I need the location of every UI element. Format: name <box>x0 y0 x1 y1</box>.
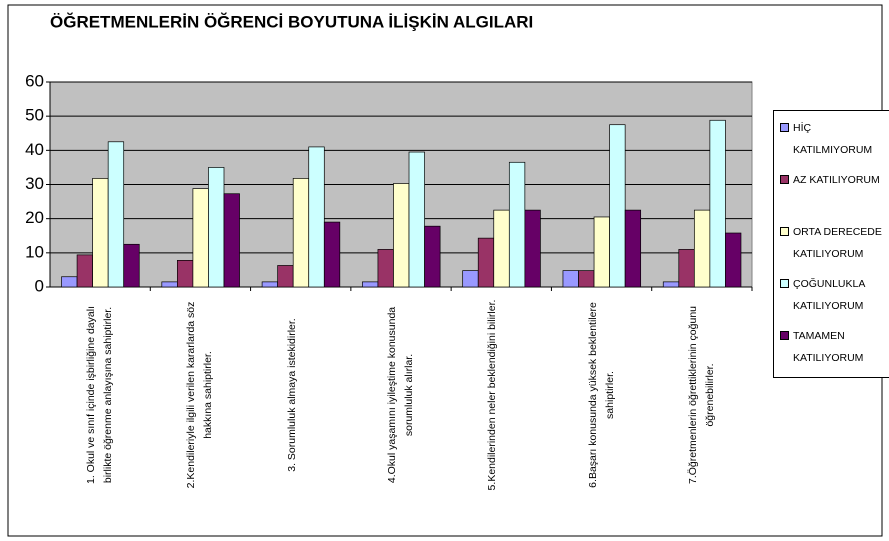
legend-swatch <box>780 279 789 288</box>
bar <box>662 281 680 288</box>
legend-swatch <box>780 175 789 184</box>
x-tick-label: 4.Okul yaşamını iyileştime konusunda sor… <box>386 306 415 484</box>
bar <box>277 265 294 288</box>
bar <box>61 276 78 288</box>
bar <box>308 146 325 288</box>
x-tick-label: 1. Okul ve sınıf içinde işbirliğine daya… <box>85 306 115 485</box>
bar <box>92 178 109 288</box>
bar <box>408 151 425 288</box>
bar <box>362 281 379 288</box>
y-tick-label: 40 <box>25 140 44 159</box>
bar <box>261 281 278 288</box>
bar <box>123 243 140 288</box>
bar <box>508 161 526 288</box>
legend-label: HİÇ KATILMIYORUM <box>793 122 873 156</box>
x-tick-label: 3. Sorumluluk almaya istekidirler. <box>285 318 298 472</box>
bar <box>393 183 410 288</box>
y-tick-label: 50 <box>25 106 44 125</box>
bar <box>192 188 209 288</box>
bar <box>208 167 225 288</box>
bar <box>107 141 125 288</box>
bar <box>524 209 541 288</box>
legend-label: ÇOĞUNLUKLA KATILIYORUM <box>793 278 865 312</box>
bar <box>223 193 240 288</box>
chart-title: ÖĞRETMENLERİN ÖĞRENCİ BOYUTUNA İLİŞKİN A… <box>50 12 533 31</box>
y-tick-label: 10 <box>25 242 44 261</box>
bar <box>562 270 579 288</box>
bar <box>709 119 726 288</box>
bar <box>377 249 394 288</box>
x-tick-label: 5.Kendilerinden neler beklendiğini bilir… <box>486 299 499 491</box>
bar <box>161 281 178 288</box>
bar <box>578 270 595 288</box>
y-tick-label: 20 <box>25 208 44 227</box>
bar <box>76 254 93 288</box>
legend-swatch <box>780 123 789 132</box>
bar <box>323 221 341 288</box>
bar <box>609 124 626 288</box>
x-tick-label: 2.Kendileriyle ilgili verilen kararlarda… <box>185 301 215 489</box>
y-tick-label: 0 <box>35 276 44 295</box>
bar <box>678 249 695 288</box>
x-tick-label: 7.Öğretmenlerin öğrettiklerinin çoğunu ö… <box>686 306 716 485</box>
legend-label: ORTA DERECEDE KATILIYORUM <box>793 226 882 260</box>
bar <box>424 225 441 288</box>
bar <box>462 270 479 288</box>
bar <box>177 260 194 288</box>
legend-label: AZ KATILIYORUM <box>793 174 880 186</box>
legend-swatch <box>780 331 789 340</box>
legend-label: TAMAMEN KATILIYORUM <box>793 330 864 364</box>
bar <box>493 209 510 288</box>
x-tick-label: 6.Başarı konusunda yüksek beklentilere s… <box>586 302 616 488</box>
bar <box>292 178 310 288</box>
bar <box>725 232 742 288</box>
legend: HİÇ KATILMIYORUM AZ KATILIYORUM ORTA DEREC… <box>773 110 889 378</box>
y-tick-label: 60 <box>25 71 44 90</box>
bar <box>624 209 642 288</box>
bar <box>593 216 610 288</box>
bar <box>477 237 495 288</box>
legend-swatch <box>780 227 789 236</box>
bar <box>693 209 711 288</box>
y-tick-label: 30 <box>25 174 44 193</box>
